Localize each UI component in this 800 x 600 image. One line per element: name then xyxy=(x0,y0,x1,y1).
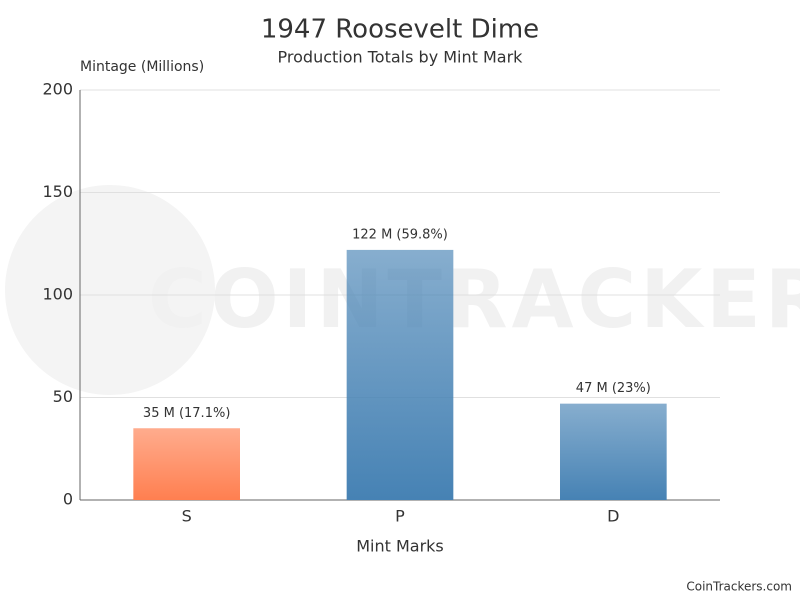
value-label: 47 M (23%) xyxy=(576,381,651,396)
x-axis-title: Mint Marks xyxy=(356,537,444,556)
credit: CoinTrackers.com xyxy=(686,580,792,594)
value-label: 122 M (59.8%) xyxy=(352,227,448,242)
bar xyxy=(346,249,454,500)
y-axis-title: Mintage (Millions) xyxy=(80,59,204,75)
bar xyxy=(560,403,667,500)
watermark-logo xyxy=(5,185,215,395)
y-tick-label: 50 xyxy=(53,387,73,406)
x-tick-label: P xyxy=(395,507,405,526)
chart-subtitle: Production Totals by Mint Mark xyxy=(278,48,524,67)
chart-title: 1947 Roosevelt Dime xyxy=(261,15,539,45)
y-tick-label: 100 xyxy=(42,285,73,304)
bar xyxy=(133,428,240,500)
watermark: COINTRACKERS xyxy=(148,253,800,346)
plot-area: 0 50 100 150 200 S 35 M (17.1%) P 122 M (59.8%) D… xyxy=(42,80,720,526)
value-label: 35 M (17.1%) xyxy=(143,406,230,421)
x-tick-label: S xyxy=(182,507,192,526)
y-tick-label: 200 xyxy=(42,80,73,99)
x-tick-label: D xyxy=(607,507,619,526)
y-tick-label: 150 xyxy=(42,182,73,201)
y-tick-label: 0 xyxy=(63,490,73,509)
